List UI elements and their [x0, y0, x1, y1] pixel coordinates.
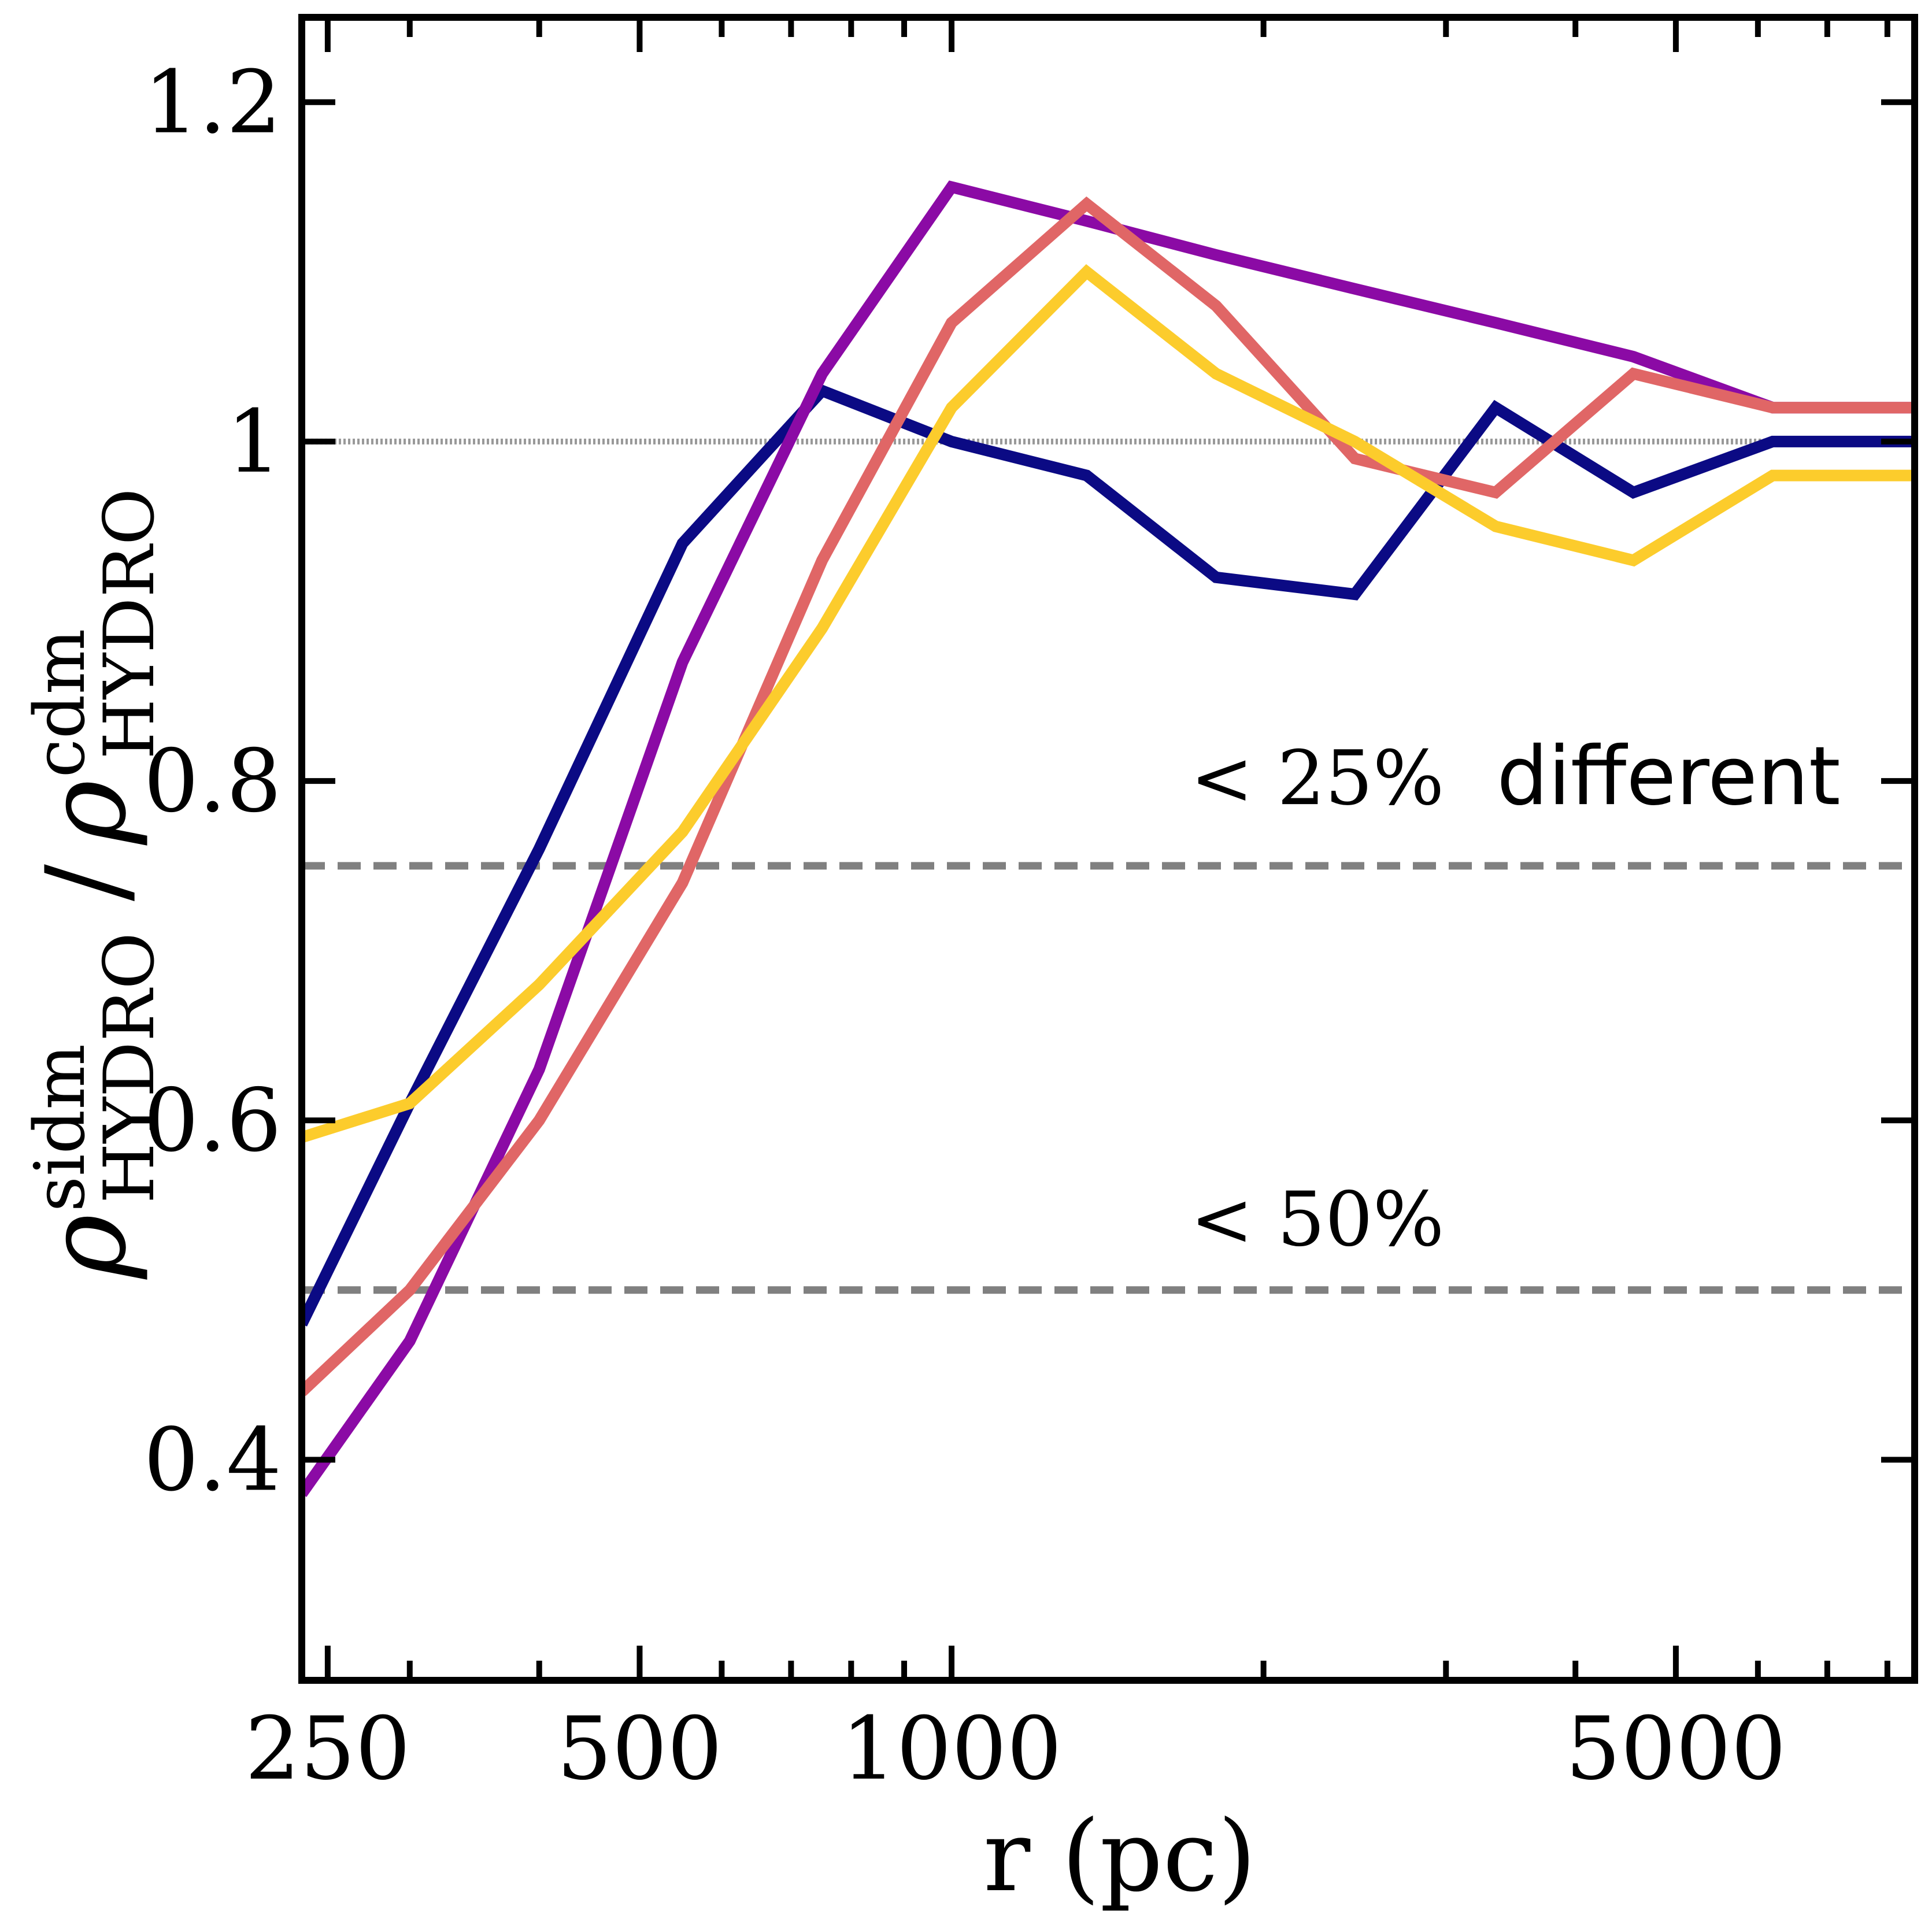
- annotation-25-percent: < 25%: [1190, 734, 1444, 822]
- y-denominator-symbol: ρ: [23, 780, 150, 846]
- series-line-yellow: [302, 264, 1915, 1143]
- y-numerator-superscript: sidm: [20, 1044, 101, 1212]
- y-tick-label-3: 1: [227, 392, 282, 492]
- svg-text:ρ sidm HYDRO: ρ sidm HYDRO / ρ cdm HYDRO: [20, 488, 170, 1280]
- annotation-different: different: [1497, 729, 1841, 824]
- series-line-purple: [302, 180, 1915, 1497]
- plot-frame: [298, 14, 1918, 1684]
- y-denominator-superscript: cdm: [20, 629, 101, 778]
- y-denominator-subscript: HYDRO: [90, 488, 170, 760]
- y-tick-label-1: 0.6: [143, 1071, 282, 1171]
- x-axis-title: r (pc): [983, 1799, 1256, 1914]
- x-tick-label-1: 500: [557, 1699, 722, 1799]
- tick-labels: 250 500 1000 5000 0.4 0.6 0.8 1 1.2: [143, 53, 1786, 1799]
- y-tick-label-0: 0.4: [143, 1410, 282, 1510]
- y-axis-title: ρ sidm HYDRO / ρ cdm HYDRO: [20, 488, 170, 1280]
- series-line-navy: [302, 384, 1915, 1327]
- x-tick-label-2: 1000: [841, 1699, 1062, 1799]
- y-tick-label-2: 0.8: [143, 731, 282, 832]
- y-numerator-symbol: ρ: [23, 1214, 150, 1280]
- y-tick-label-4: 1.2: [143, 53, 282, 153]
- series-line-salmon: [302, 196, 1915, 1397]
- annotation-50-percent: < 50%: [1190, 1175, 1444, 1263]
- x-tick-label-3: 5000: [1565, 1699, 1786, 1799]
- y-numerator-subscript: HYDRO: [90, 932, 170, 1203]
- x-tick-label-0: 250: [245, 1699, 410, 1799]
- reference-lines: [302, 438, 1915, 1294]
- series-lines: [302, 180, 1915, 1497]
- y-separator: /: [23, 864, 150, 901]
